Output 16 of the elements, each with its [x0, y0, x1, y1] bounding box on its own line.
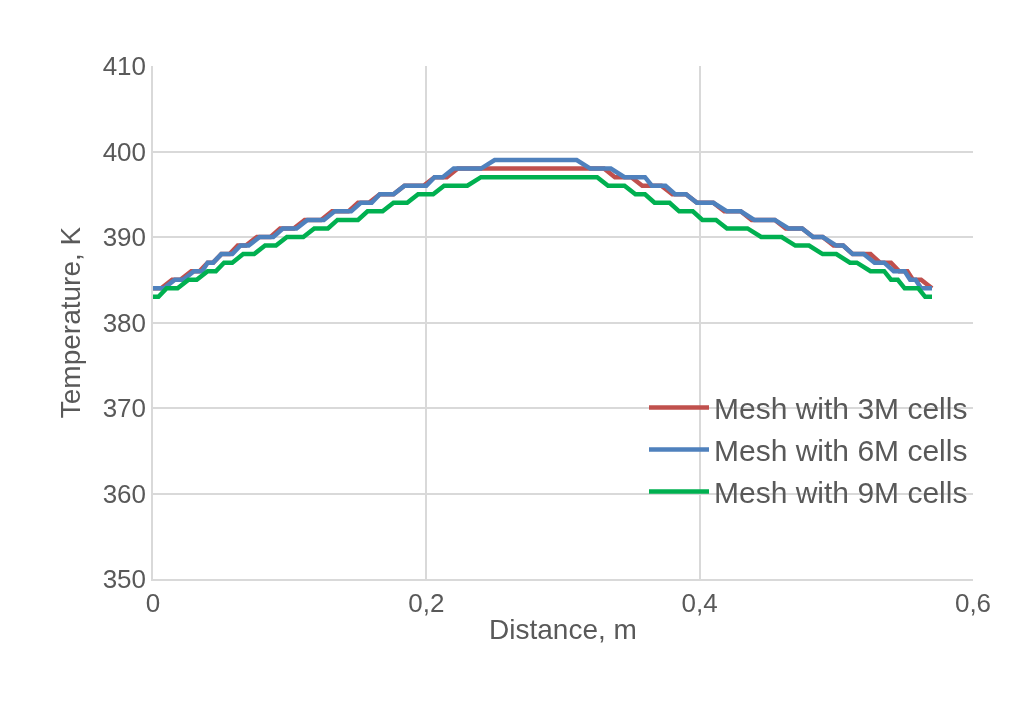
- y-tick-label: 380: [102, 307, 147, 338]
- x-axis-title: Distance, m: [489, 613, 637, 645]
- y-tick-label: 410: [102, 51, 147, 82]
- legend-label: Mesh with 9M cells: [714, 476, 968, 510]
- y-axis-title: Temperature, K: [54, 226, 86, 419]
- y-tick-label: 370: [102, 393, 147, 424]
- legend-label: Mesh with 6M cells: [714, 434, 968, 468]
- y-tick-label: 350: [102, 564, 147, 595]
- x-tick-label: 0,6: [954, 587, 992, 618]
- legend-label: Mesh with 3M cells: [714, 392, 968, 426]
- y-tick-label: 390: [102, 222, 147, 253]
- y-tick-label: 360: [102, 478, 147, 509]
- x-tick-label: 0: [145, 587, 161, 618]
- x-tick-label: 0,4: [681, 587, 718, 618]
- y-tick-label: 400: [102, 136, 147, 167]
- x-tick-label: 0,2: [408, 587, 445, 618]
